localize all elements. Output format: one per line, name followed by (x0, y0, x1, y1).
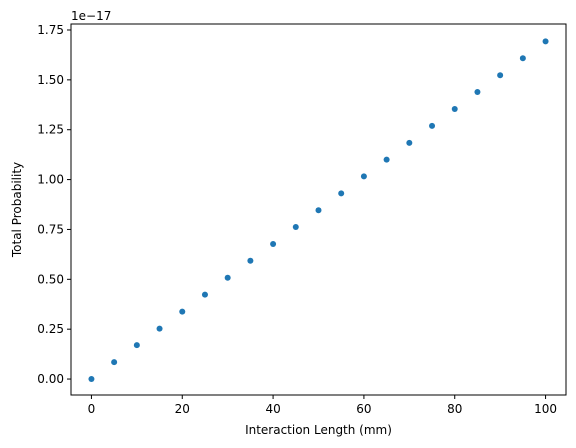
data-point (406, 139, 413, 146)
y-tick-label: 1.75 (37, 23, 64, 37)
data-point (360, 173, 367, 180)
y-tick-label: 0.25 (37, 322, 64, 336)
data-point (429, 122, 436, 129)
data-point (383, 156, 390, 163)
x-tick-label: 100 (534, 402, 557, 416)
data-point (88, 376, 95, 383)
data-point (247, 257, 254, 264)
data-point (111, 359, 118, 366)
data-point (451, 105, 458, 112)
x-tick-label: 60 (356, 402, 371, 416)
x-axis-label: Interaction Length (mm) (245, 423, 392, 437)
data-point (292, 224, 299, 231)
y-axis-offset-label: 1e−17 (71, 9, 111, 23)
y-tick-label: 0.75 (37, 222, 64, 236)
x-tick-label: 80 (447, 402, 462, 416)
y-tick-label: 0.50 (37, 272, 64, 286)
data-point (133, 342, 140, 349)
data-point (156, 325, 163, 332)
data-point (270, 241, 277, 248)
data-point (315, 207, 322, 214)
y-tick-label: 1.50 (37, 73, 64, 87)
data-point (474, 89, 481, 96)
data-point (338, 190, 345, 197)
y-axis-ticks: 0.00 0.25 0.50 0.75 1.00 1.25 1.50 1.75 (37, 23, 71, 386)
x-tick-label: 40 (265, 402, 280, 416)
x-tick-label: 0 (88, 402, 96, 416)
data-point (179, 308, 186, 315)
data-point (497, 72, 504, 79)
data-point (519, 55, 526, 62)
x-axis-ticks: 0 20 40 60 80 100 (88, 395, 557, 416)
y-tick-label: 1.00 (37, 173, 64, 187)
data-point (224, 274, 231, 281)
axes-frame (70, 23, 567, 396)
data-point (542, 38, 549, 45)
data-points (88, 38, 549, 383)
y-tick-label: 1.25 (37, 123, 64, 137)
y-tick-label: 0.00 (37, 372, 64, 386)
y-axis-label: Total Probability (10, 162, 24, 258)
x-tick-label: 20 (175, 402, 190, 416)
data-point (201, 291, 208, 298)
